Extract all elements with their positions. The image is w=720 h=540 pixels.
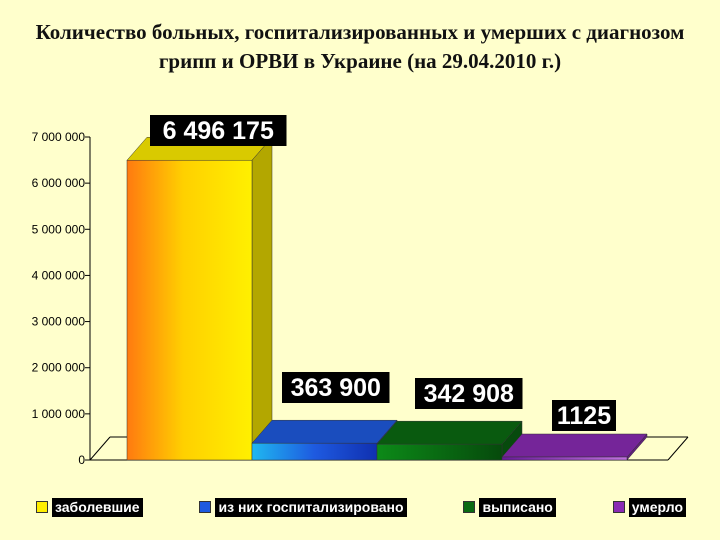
bar-4 (501, 433, 648, 461)
bar-top (251, 419, 398, 444)
y-tick-label: 4 000 000 (32, 268, 86, 282)
bar-front (376, 443, 503, 461)
y-tick-label: 0 (78, 453, 85, 467)
legend-swatch (199, 501, 212, 513)
data-label: 363 900 (291, 374, 381, 402)
data-labels: 6 496 175 363 900 342 908 1125 (150, 115, 616, 431)
legend-swatch (463, 501, 476, 513)
legend-item-4: умерло (612, 497, 686, 517)
data-label-box (282, 372, 390, 403)
bar-2 (251, 419, 398, 461)
legend-item-1: заболевшие (36, 497, 143, 517)
data-label-box (415, 378, 523, 409)
y-tick-label: 7 000 000 (32, 130, 86, 144)
legend-item-3: выписано (463, 497, 556, 517)
y-tick-label: 5 000 000 (32, 222, 86, 236)
legend-label: выписано (479, 497, 556, 517)
legend-label: из них госпитализировано (215, 497, 407, 517)
legend: заболевшие из них госпитализировано выписа… (36, 497, 686, 517)
legend-label: заболевшие (52, 497, 143, 517)
data-label-box (552, 400, 616, 431)
bar-front (126, 159, 253, 461)
bar-1 (126, 136, 273, 461)
bar-top (501, 433, 648, 458)
bar-top (376, 420, 523, 445)
data-label-box (150, 115, 287, 146)
legend-swatch (36, 501, 48, 513)
axes: 0 1 000 000 2 000 000 3 000 000 4 000 000 5 0… (32, 130, 689, 467)
data-label: 1125 (557, 402, 611, 430)
bars (126, 136, 648, 461)
y-tick-label: 2 000 000 (32, 361, 86, 375)
legend-label: умерло (628, 497, 686, 517)
data-label: 6 496 175 (163, 117, 274, 145)
floor-edge (89, 436, 111, 461)
chart-title: Количество больных, госпитализированных … (35, 20, 685, 73)
y-tick-label: 1 000 000 (32, 407, 86, 421)
y-tick-label: 3 000 000 (32, 315, 86, 329)
floor-right-edge (667, 436, 689, 461)
bar-front (501, 456, 628, 461)
data-label: 342 908 (424, 380, 514, 408)
bar-side (251, 136, 273, 461)
legend-item-2: из них госпитализировано (199, 497, 407, 517)
bar-front (251, 442, 378, 461)
y-tick-label: 6 000 000 (32, 176, 86, 190)
bar-3 (376, 420, 523, 461)
legend-swatch (612, 501, 625, 513)
